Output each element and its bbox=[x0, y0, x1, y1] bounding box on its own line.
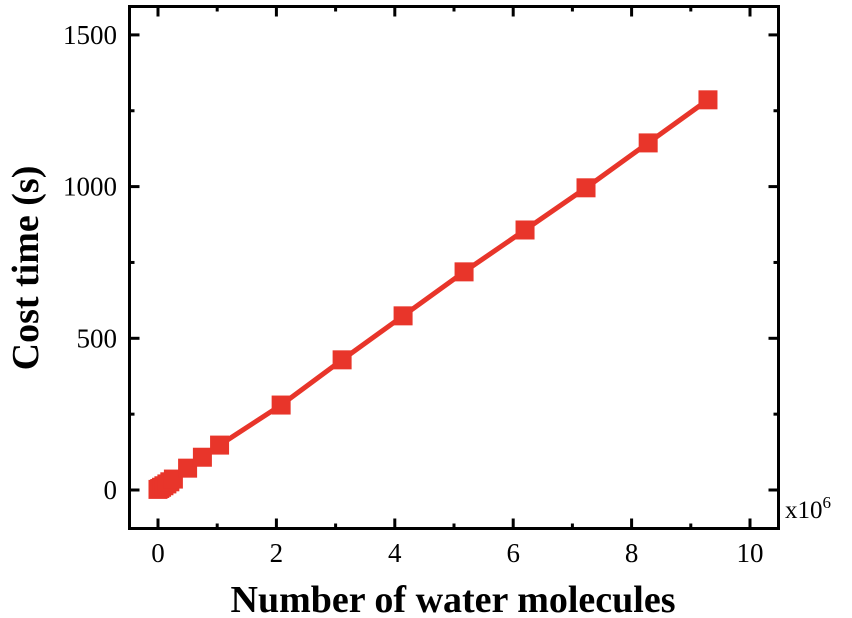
data-point-marker bbox=[393, 306, 413, 326]
y-axis-title: Cost time (s) bbox=[5, 166, 47, 371]
x-tick-label: 8 bbox=[625, 538, 639, 568]
x-axis-multiplier: x106 bbox=[785, 493, 831, 524]
x-tick-label: 4 bbox=[388, 538, 402, 568]
y-tick-label: 1500 bbox=[63, 20, 117, 50]
y-tick-label: 0 bbox=[104, 475, 118, 505]
data-point-marker bbox=[178, 458, 198, 478]
data-point-marker bbox=[192, 447, 212, 467]
x-tick-label: 0 bbox=[151, 538, 165, 568]
data-point-marker bbox=[515, 220, 535, 240]
data-point-marker bbox=[698, 90, 718, 110]
tick-labels: 0 2 4 6 8 10 0 500 1000 1500 bbox=[63, 20, 764, 568]
y-tick-label: 1000 bbox=[63, 172, 117, 202]
data-point-marker bbox=[576, 178, 596, 198]
y-tick-label: 500 bbox=[77, 323, 118, 353]
data-series bbox=[148, 90, 718, 499]
x-tick-label: 10 bbox=[737, 538, 764, 568]
x-axis-title: Number of water molecules bbox=[231, 579, 676, 618]
data-point-marker bbox=[454, 262, 474, 282]
series-line bbox=[155, 97, 711, 492]
data-point-marker bbox=[638, 133, 658, 153]
x-tick-label: 6 bbox=[506, 538, 520, 568]
x-tick-label: 2 bbox=[270, 538, 284, 568]
data-point-marker bbox=[271, 395, 291, 415]
axis-ticks bbox=[129, 6, 779, 529]
data-point-marker bbox=[332, 350, 352, 370]
data-point-marker bbox=[210, 435, 230, 455]
